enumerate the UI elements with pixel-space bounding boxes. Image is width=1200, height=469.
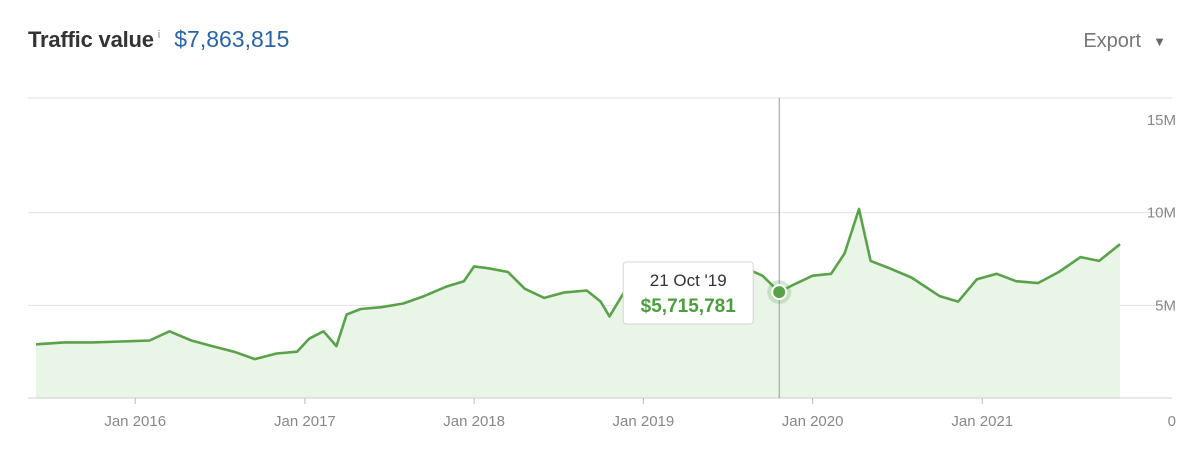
tooltip-date: 21 Oct '19 xyxy=(650,271,727,290)
export-label: Export xyxy=(1083,30,1142,52)
chart-header: Traffic value i $7,863,815 xyxy=(28,26,289,60)
x-tick-label: Jan 2017 xyxy=(274,413,336,430)
x-tick-label: Jan 2019 xyxy=(613,413,675,430)
export-button[interactable]: Export ▼ xyxy=(1083,30,1166,53)
tooltip-box xyxy=(622,261,754,325)
y-tick-label: 5M xyxy=(1155,297,1176,314)
chevron-down-icon: ▼ xyxy=(1153,34,1166,49)
x-tick-label: Jan 2018 xyxy=(443,413,505,430)
x-tick-label: Jan 2021 xyxy=(951,413,1013,430)
series-area xyxy=(36,209,1120,398)
info-icon[interactable]: i xyxy=(157,29,161,41)
x-tick-label: Jan 2016 xyxy=(104,413,166,430)
tooltip-value: $5,715,781 xyxy=(641,296,737,317)
total-traffic-value: $7,863,815 xyxy=(174,26,290,52)
y-tick-label: 10M xyxy=(1147,205,1176,222)
chart-title: Traffic value xyxy=(28,27,154,52)
y-tick-label: 0 xyxy=(1168,413,1176,430)
hover-point xyxy=(771,284,788,301)
series-line xyxy=(35,207,1121,361)
y-tick-label: 15M xyxy=(1147,112,1176,129)
x-tick-label: Jan 2020 xyxy=(782,413,844,430)
